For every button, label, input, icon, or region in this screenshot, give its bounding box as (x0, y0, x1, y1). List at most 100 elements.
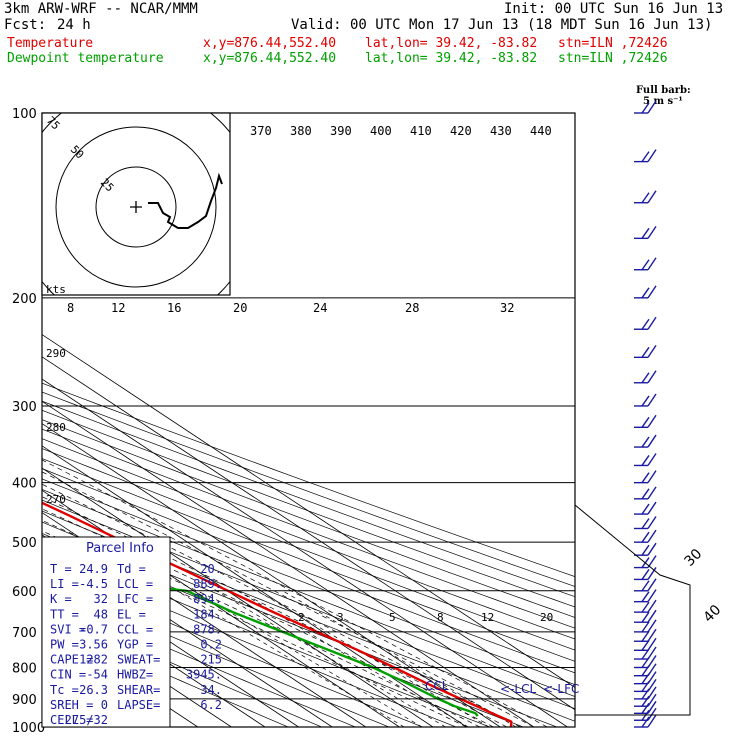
theta-label: 410 (410, 124, 432, 138)
wind-barb-flag (641, 346, 650, 358)
pressure-label: 100 (12, 107, 37, 122)
wind-barb-flag (647, 516, 657, 529)
parcel-info-key: LFC = (117, 592, 153, 606)
speed-label: 16 (167, 301, 181, 315)
lcl-label: <-LCL (500, 682, 536, 696)
wind-barb-flag (641, 102, 650, 114)
isotherm-line (42, 489, 400, 727)
wind-speed-frame (574, 504, 691, 716)
wind-barb-flag (647, 567, 657, 580)
isotherm-line (42, 378, 568, 727)
parcel-info-value: 0 (101, 698, 108, 712)
wind-barb-flag (647, 599, 657, 613)
parcel-info-value: 3.56 (79, 638, 108, 652)
wind-barb-flag (647, 700, 657, 714)
wind-barb-flag (647, 679, 657, 692)
wind-barb-flag (647, 609, 657, 623)
dry-adiabat-label: 280 (46, 421, 66, 434)
mixing-ratio-label: 12 (481, 611, 494, 624)
wind-barb-flag (641, 151, 650, 163)
wind-barb-flag (647, 686, 657, 700)
wind-barb-flag (647, 453, 657, 466)
parcel-info-title: Parcel Info (86, 541, 154, 556)
parcel-info-key: CCL = (117, 622, 153, 636)
dewpoint-station: stn=ILN ,72426 (558, 51, 668, 66)
plot-frame (41, 112, 576, 728)
parcel-info-value: 6.2 (200, 698, 222, 712)
theta-label: 370 (250, 124, 272, 138)
dry-adiabat (42, 400, 575, 598)
parcel-info-value: 889. (193, 577, 222, 591)
wind-barb-flag (647, 393, 657, 407)
wind-barb-flag (647, 619, 657, 633)
wind-barb-flag (641, 455, 650, 466)
wind-barb-flag (647, 714, 657, 728)
theta-label: 420 (450, 124, 472, 138)
parcel-info-key: PW = (50, 638, 79, 652)
hodograph-storm-marker (130, 201, 142, 213)
wind-barb-flag (641, 580, 650, 592)
pressure-label: 600 (12, 585, 37, 600)
speed-label: 24 (313, 301, 327, 315)
temperature-station: stn=ILN ,72426 (558, 36, 668, 51)
wind-barb-flag (647, 501, 657, 515)
wind-barb-flag (647, 434, 657, 448)
wind-barb-flag (647, 370, 657, 384)
parcel-info-key: EL = (117, 607, 146, 621)
pressure-label: 1000 (12, 721, 45, 736)
parcel-info-key: TT = (50, 607, 79, 621)
parcel-info-value: 20. (200, 562, 222, 576)
wind-barb-flag (647, 344, 657, 358)
wind-legend-unit: 5 m s⁻¹ (643, 96, 683, 107)
wind-barb-flag (647, 486, 657, 500)
wind-barb-flag (641, 287, 650, 299)
dry-adiabat (42, 488, 575, 697)
dry-adiabat-label: 290 (46, 347, 66, 360)
parcel-info-key: CIN = (50, 668, 86, 682)
wind-barb-flag (641, 503, 650, 515)
parcel-info-key: SVI = (50, 622, 86, 636)
speed-label: 20 (233, 301, 247, 315)
dry-adiabat (42, 593, 356, 727)
theta-label: 440 (530, 124, 552, 138)
parcel-info-value: 878. (193, 622, 222, 636)
dry-adiabat (42, 580, 389, 727)
wind-barb-flag (641, 518, 650, 529)
pressure-label: 800 (12, 661, 37, 676)
isotherm-line (42, 423, 501, 727)
wind-barb-flag (641, 318, 650, 330)
wind-barb-flag (647, 542, 657, 556)
wind-barb-flag (647, 316, 657, 330)
parcel-info-key: CAPE = (50, 653, 93, 667)
wind-barb-flag (641, 621, 650, 633)
dry-adiabat (42, 619, 289, 727)
temperature-profile (42, 501, 513, 727)
parcel-info-key: K = (50, 592, 72, 606)
isotherm-line (42, 467, 434, 727)
wind-barb-flag (641, 192, 650, 204)
parcel-info-key: HWBZ= (117, 668, 153, 682)
wind-barb-flag (641, 436, 650, 448)
wind-barb-flag (641, 544, 650, 556)
init-time: Init: 00 UTC Sun 16 Jun 13 (504, 1, 724, 17)
pressure-label: 200 (12, 292, 37, 307)
temperature-xy: x,y=876.44,552.40 (203, 36, 337, 51)
wind-barb-flag (647, 414, 657, 428)
wind-legend-label: Full barb: (636, 85, 691, 96)
dry-adiabat (42, 409, 575, 608)
dry-adiabat (42, 391, 575, 587)
wind-barb-flag (647, 470, 657, 484)
parcel-info-value: 32 (94, 592, 108, 606)
mixing-ratio-line (282, 590, 517, 727)
dewpoint-legend: Dewpoint temperature (7, 51, 164, 66)
wind-barb-flag (641, 488, 650, 500)
parcel-info-key: SREH = (50, 698, 93, 712)
isotherm-line (42, 334, 575, 689)
hodograph-ring (95, 166, 177, 248)
parcel-info-value: 215 (200, 653, 222, 667)
theta-label: 430 (490, 124, 512, 138)
isotherm-line (42, 400, 535, 727)
hodograph-units: kts (46, 283, 66, 296)
speed-label: 28 (405, 301, 419, 315)
